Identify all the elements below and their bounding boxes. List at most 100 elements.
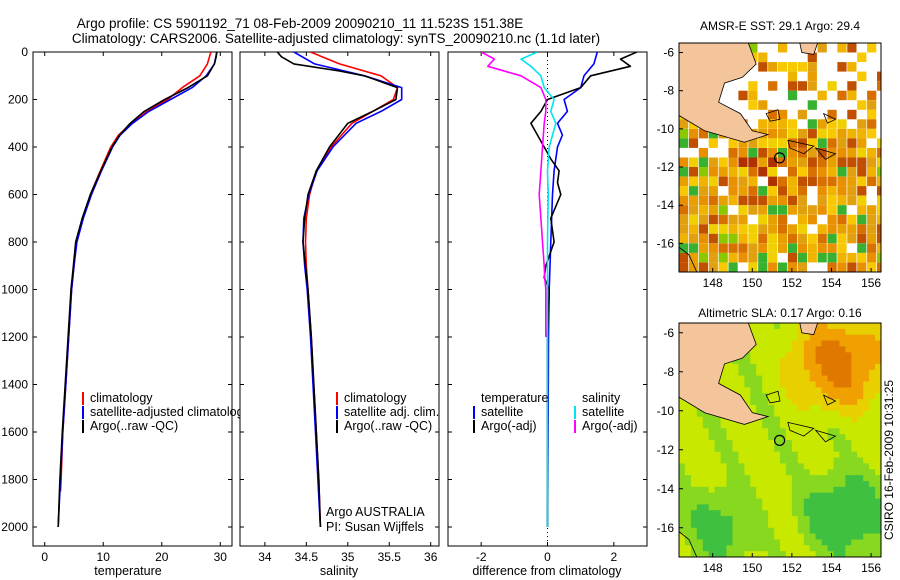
sla-map-cell <box>738 463 745 470</box>
sla-map-cell <box>869 445 876 453</box>
sla-map-cell <box>875 510 881 517</box>
sst-map-ytick-label: -8 <box>663 84 674 98</box>
sst-map-cell <box>768 157 778 167</box>
sla-map-cell <box>708 492 716 499</box>
sst-map-cell <box>857 233 867 244</box>
sla-map-cell <box>732 504 739 511</box>
sla-map-cell <box>863 393 870 400</box>
sla-map-cell <box>738 457 745 464</box>
sla-map-cell <box>869 498 876 505</box>
sla-map-cell <box>762 457 769 464</box>
sla-map-cell <box>827 457 834 464</box>
sst-map-cell <box>758 262 768 272</box>
sla-map-cell <box>732 510 739 517</box>
sla-map-cell <box>857 363 864 371</box>
sla-map-cell <box>791 369 799 377</box>
sla-map-cell <box>774 545 781 552</box>
sla-map-cell <box>797 527 805 535</box>
sla-map-cell <box>744 422 751 429</box>
sla-map-cell <box>744 399 751 406</box>
sst-map-cell <box>837 43 847 53</box>
sla-map-cell <box>785 533 793 540</box>
difference-xtick-label: 2 <box>610 550 617 564</box>
sla-map-cell <box>785 346 793 353</box>
sla-map-cell <box>679 481 686 488</box>
sla-map-cell <box>702 410 710 418</box>
sst-map-cell <box>758 214 768 225</box>
sla-map-cell <box>780 422 787 429</box>
sla-map-cell <box>768 346 775 353</box>
sla-map-cell <box>750 375 757 382</box>
sla-map-cell <box>780 416 787 423</box>
sla-map-cell <box>785 457 793 464</box>
sla-map-cell <box>738 363 745 371</box>
sla-map-cell <box>875 434 881 441</box>
sla-map-cell <box>809 457 817 464</box>
sst-map-cell <box>857 195 867 206</box>
depth-ytick-label: 800 <box>8 235 28 249</box>
sst-map-cell <box>679 195 689 206</box>
sla-map-cell <box>815 334 822 341</box>
sst-map-coast-island <box>814 147 837 160</box>
sla-map-cell <box>684 545 692 552</box>
sla-map-cell <box>690 504 698 511</box>
sla-map-cell <box>750 527 757 535</box>
sla-map-cell <box>827 510 834 517</box>
sst-map-cell <box>778 138 788 148</box>
sla-map-cell <box>815 445 822 453</box>
sla-map-cell <box>791 521 799 529</box>
sla-map-cell <box>690 516 698 523</box>
sla-map-cell <box>815 527 822 535</box>
sst-map-cell <box>807 167 817 177</box>
sla-map-cell <box>738 545 745 552</box>
sla-map-cell <box>732 486 739 494</box>
sla-map-cell <box>839 381 846 388</box>
sla-map-cell <box>708 434 716 441</box>
salinity-xtick-label: 34.5 <box>295 550 319 564</box>
sla-map-cell <box>797 498 805 505</box>
sla-map-cell <box>791 352 799 359</box>
sst-map-cell <box>797 62 807 72</box>
sla-map-cell <box>803 492 811 499</box>
sst-map-cell <box>787 157 798 167</box>
sst-map-cell <box>847 195 857 206</box>
sla-map-cell <box>732 445 739 453</box>
sst-map-cell <box>837 176 847 187</box>
salinity-ticks: 34 34.5 35 35.5 36 <box>240 51 439 564</box>
sla-map-cell <box>726 516 733 523</box>
sla-map-cell <box>744 521 751 529</box>
sla-map-cell <box>857 416 864 423</box>
sst-map-cell <box>867 109 877 120</box>
sla-map-cell <box>774 521 781 529</box>
sst-map-cell <box>738 195 748 206</box>
sla-map-cell <box>797 369 805 377</box>
sla-map-cell <box>774 328 781 336</box>
sla-map-cell <box>732 369 739 377</box>
sla-map-cell <box>714 463 721 470</box>
sla-map-cell <box>809 451 817 458</box>
sla-map-cell <box>732 498 739 505</box>
sla-map-cell <box>762 521 769 529</box>
sla-map-cell <box>821 498 828 505</box>
sla-map-cell <box>875 358 881 365</box>
sla-map-cell <box>785 527 793 535</box>
sst-map-cell <box>797 176 807 187</box>
sla-map-cell <box>857 545 864 552</box>
sla-map-cell <box>768 375 775 382</box>
sla-map-cell <box>696 475 704 482</box>
sla-map-cell <box>797 486 805 494</box>
sla-map-cell <box>744 369 751 377</box>
sst-map-cell <box>748 205 758 215</box>
sla-map-cell <box>863 363 870 371</box>
sla-map-cell <box>720 434 727 441</box>
sla-map-cell <box>780 551 787 557</box>
sla-map-cell <box>780 323 787 330</box>
sst-map-cell <box>778 148 788 158</box>
sla-map-cell <box>821 328 828 336</box>
sla-map-cell <box>762 399 769 406</box>
sla-map-cell <box>756 399 763 406</box>
sla-map-cell <box>726 498 733 505</box>
sla-map-cell <box>809 428 817 435</box>
sla-map-cell <box>750 457 757 464</box>
sla-map-cell <box>726 475 733 482</box>
